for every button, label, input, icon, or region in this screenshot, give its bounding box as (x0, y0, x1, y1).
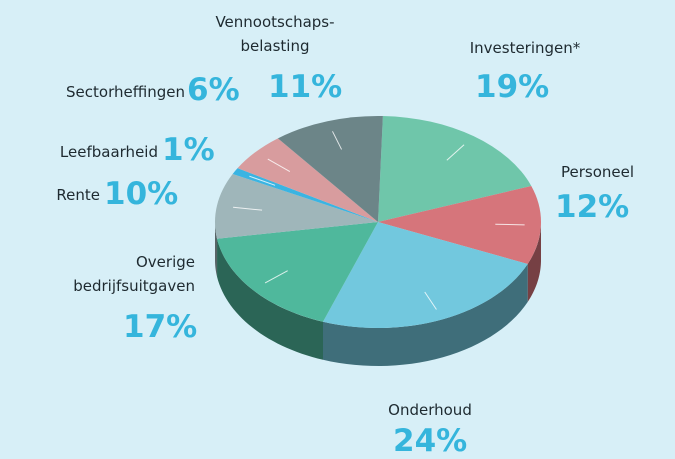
value-label: 1% (162, 132, 215, 168)
slice-label: Investeringen* (469, 39, 581, 57)
slice (323, 222, 528, 328)
slice-side (217, 238, 324, 360)
tick (249, 175, 276, 186)
slice-side (323, 263, 528, 366)
slice (214, 174, 378, 239)
tick (495, 223, 525, 226)
value-label: 19% (475, 69, 550, 105)
slice (378, 185, 541, 264)
value-label: 6% (187, 72, 240, 108)
tick (424, 291, 437, 310)
tick (446, 144, 465, 161)
slice-label: Sectorheffingen (66, 83, 185, 101)
value-label: 12% (555, 189, 630, 225)
slice-label: Rente (56, 186, 100, 204)
slice (237, 138, 378, 222)
tick (233, 206, 263, 211)
value-label: 17% (123, 309, 198, 345)
slice-label: Vennootschaps-belasting (215, 13, 335, 55)
tick (267, 158, 291, 173)
tick (332, 131, 343, 150)
slice-label: Personeel (560, 163, 635, 181)
slice (232, 168, 378, 222)
value-label: 11% (268, 69, 343, 105)
slice (277, 116, 383, 222)
value-label: 24% (393, 423, 468, 459)
slice-side (215, 222, 218, 277)
value-label: 10% (104, 176, 179, 212)
slice (217, 222, 378, 322)
slice (378, 116, 532, 222)
slice-label: Onderhoud (388, 401, 472, 419)
slice-label: Leefbaarheid (59, 143, 158, 161)
slice-label: Overige bedrijfsuitgaven (73, 253, 195, 295)
slice-side (527, 222, 541, 302)
tick (264, 270, 288, 284)
